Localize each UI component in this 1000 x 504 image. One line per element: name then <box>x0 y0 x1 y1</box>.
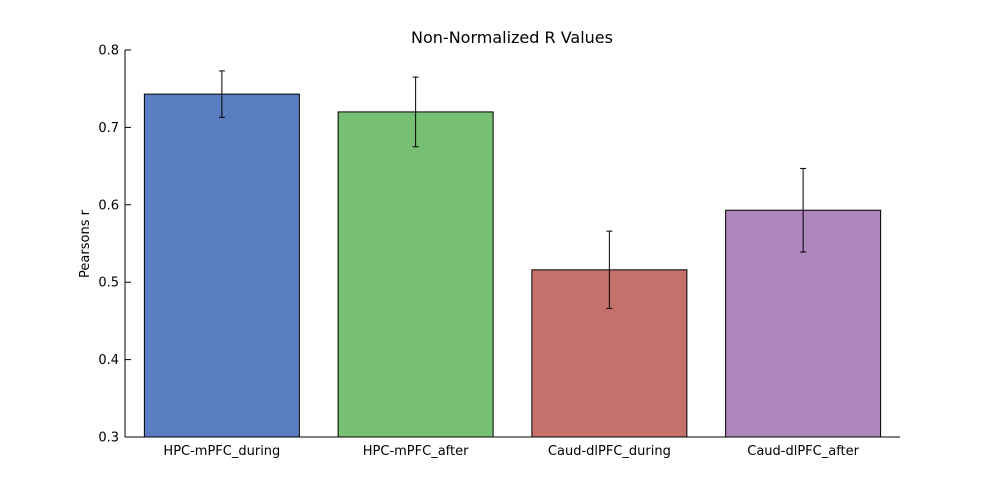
y-tick-label-0.6: 0.6 <box>98 198 119 213</box>
y-axis-label: Pearsons r <box>78 209 93 278</box>
bar-HPC-mPFC_after <box>337 111 494 438</box>
error-bars-layer <box>218 70 807 310</box>
y-tick-label-0.3: 0.3 <box>98 431 119 446</box>
y-tick-label-0.5: 0.5 <box>98 276 119 291</box>
x-tick-label-Caud-dlPFC_after: Caud-dlPFC_after <box>747 444 859 459</box>
x-tick-label-HPC-mPFC_during: HPC-mPFC_during <box>163 444 280 459</box>
error-bar-HPC-mPFC_after <box>412 76 419 148</box>
x-tick-label-Caud-dlPFC_during: Caud-dlPFC_during <box>548 444 671 459</box>
error-bar-Caud-dlPFC_during <box>606 230 613 310</box>
error-bar-HPC-mPFC_during <box>218 70 225 118</box>
y-tick-label-0.4: 0.4 <box>98 353 119 368</box>
x-tick-labels-layer: HPC-mPFC_during HPC-mPFC_after Caud-dlPFC_… <box>163 444 859 459</box>
y-ticks-layer: 0.3 0.4 0.5 0.6 0.7 0.8 <box>98 44 131 446</box>
axes-layer <box>124 50 900 438</box>
y-tick-label-0.7: 0.7 <box>98 121 119 136</box>
error-bar-Caud-dlPFC_after <box>800 167 807 253</box>
chart-title: Non-Normalized R Values <box>411 28 613 47</box>
y-tick-label-0.8: 0.8 <box>98 44 119 59</box>
bar-HPC-mPFC_during <box>143 93 300 438</box>
bars-layer <box>143 93 882 438</box>
x-tick-label-HPC-mPFC_after: HPC-mPFC_after <box>363 444 469 459</box>
